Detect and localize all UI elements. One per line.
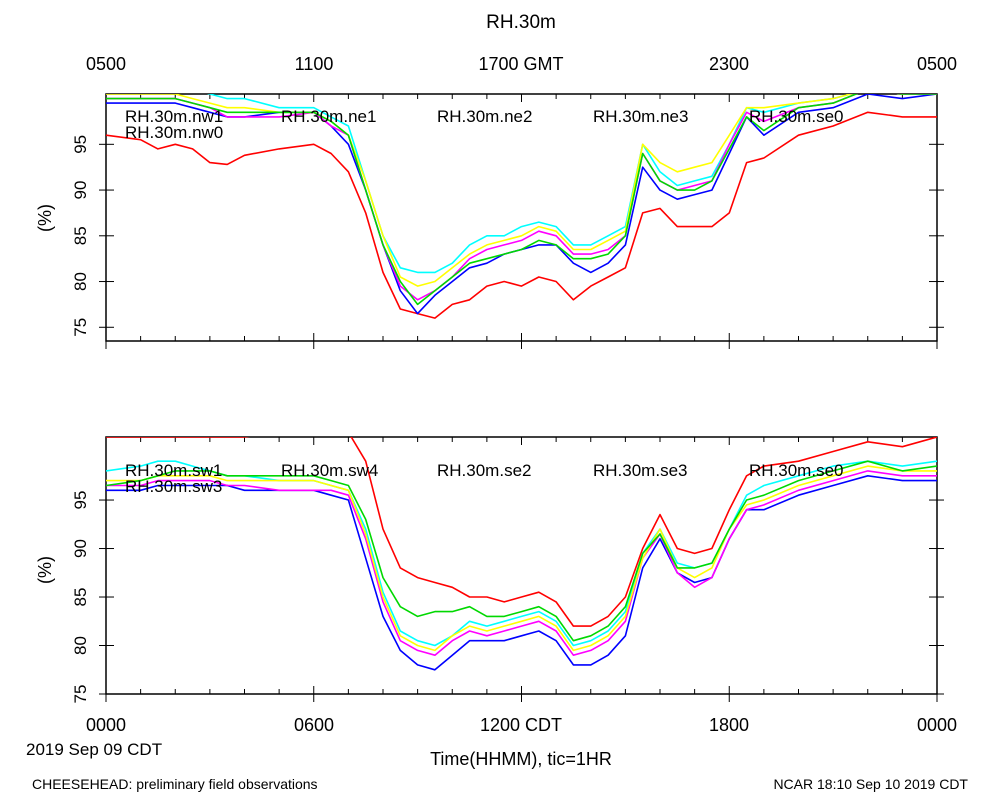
bottom-tick-label: 1800 bbox=[709, 715, 749, 735]
legend-entry: RH.30m.nw0 bbox=[125, 123, 223, 142]
legend-entry: RH.30m.ne2 bbox=[437, 107, 532, 126]
x-axis-label: Time(HHMM), tic=1HR bbox=[430, 749, 612, 769]
legend-entry: RH.30m.sw1 bbox=[125, 461, 222, 480]
panel-upper-ticks bbox=[99, 94, 944, 349]
panel-lower-ticks bbox=[99, 437, 944, 702]
series-line-RH-30m-se0 bbox=[106, 465, 937, 652]
bottom-tick-label: 0600 bbox=[294, 715, 334, 735]
y-tick-label: 85 bbox=[71, 226, 90, 245]
y-tick-label: 75 bbox=[71, 685, 90, 704]
legend-entry: RH.30m.nw1 bbox=[125, 107, 223, 126]
legend-entry: RH.30m.se0 bbox=[749, 461, 843, 480]
y-tick-label: 80 bbox=[71, 272, 90, 291]
legend-entry: RH.30m.sw4 bbox=[281, 461, 378, 480]
series-line-RH-30m-ne3 bbox=[106, 94, 937, 301]
legend-entry: RH.30m.ne1 bbox=[281, 107, 376, 126]
panel-lower: (%) 75 80 85 90 95 RH.30m.sw1 RH.30m.sw4… bbox=[35, 436, 944, 704]
panel-lower-series bbox=[106, 437, 937, 671]
date-label: 2019 Sep 09 CDT bbox=[26, 740, 162, 759]
series-line-RH-30m-sw3 bbox=[106, 460, 937, 642]
top-tick-label: 2300 bbox=[709, 54, 749, 74]
bottom-axis-labels: 0000 0600 1200 CDT 1800 0000 bbox=[86, 715, 957, 735]
legend-entry: RH.30m.se3 bbox=[593, 461, 687, 480]
y-tick-label: 85 bbox=[71, 588, 90, 607]
legend-entry: RH.30m.sw3 bbox=[125, 477, 222, 496]
y-tick-label: 95 bbox=[71, 135, 90, 154]
footer-left: CHEESEHEAD: preliminary field observatio… bbox=[32, 776, 318, 792]
y-tick-label: 90 bbox=[71, 181, 90, 200]
y-tick-label: 95 bbox=[71, 491, 90, 510]
series-line-RH-30m-se3 bbox=[106, 470, 937, 657]
y-tick-label: 80 bbox=[71, 636, 90, 655]
panel-upper-yticklabels: 75 80 85 90 95 bbox=[71, 135, 90, 337]
top-tick-label: 0500 bbox=[917, 54, 957, 74]
bottom-tick-label: 0000 bbox=[917, 715, 957, 735]
bottom-tick-label: 0000 bbox=[86, 715, 126, 735]
y-tick-label: 75 bbox=[71, 318, 90, 337]
top-tick-label: 1700 GMT bbox=[478, 54, 563, 74]
panel-lower-yticklabels: 75 80 85 90 95 bbox=[71, 491, 90, 704]
series-line-RH-30m-sw4 bbox=[106, 474, 937, 671]
chart-title: RH.30m bbox=[486, 12, 556, 33]
series-line-RH-30m-se2 bbox=[106, 460, 937, 647]
series-line-RH-30m-nw0 bbox=[106, 94, 937, 306]
series-line-RH-30m-ne1 bbox=[106, 94, 937, 315]
legend-entry: RH.30m.ne3 bbox=[593, 107, 688, 126]
panel-lower-legend: RH.30m.sw1 RH.30m.sw4 RH.30m.se2 RH.30m.… bbox=[125, 461, 843, 496]
panel-lower-ylabel: (%) bbox=[35, 556, 55, 584]
panel-upper-ylabel: (%) bbox=[35, 204, 55, 232]
top-tick-label: 1100 bbox=[295, 54, 334, 74]
series-line-RH-30m-se0 bbox=[106, 94, 909, 287]
bottom-tick-label: 1200 CDT bbox=[480, 715, 562, 735]
footer-right: NCAR 18:10 Sep 10 2019 CDT bbox=[773, 776, 968, 792]
top-axis-labels: 0500 1100 1700 GMT 2300 0500 bbox=[86, 54, 957, 74]
legend-entry: RH.30m.se0 bbox=[749, 107, 843, 126]
panel-upper-legend: RH.30m.nw1 RH.30m.ne1 RH.30m.ne2 RH.30m.… bbox=[125, 107, 843, 142]
top-tick-label: 0500 bbox=[86, 54, 126, 74]
series-line-RH-30m-nw1 bbox=[106, 111, 937, 319]
panel-upper-series bbox=[106, 94, 937, 319]
y-tick-label: 90 bbox=[71, 539, 90, 558]
panel-upper: (%) 75 80 85 90 95 RH.30m.nw1 RH.30m.ne1… bbox=[35, 93, 944, 349]
legend-entry: RH.30m.se2 bbox=[437, 461, 531, 480]
series-line-RH-30m-sw1 bbox=[106, 437, 937, 627]
